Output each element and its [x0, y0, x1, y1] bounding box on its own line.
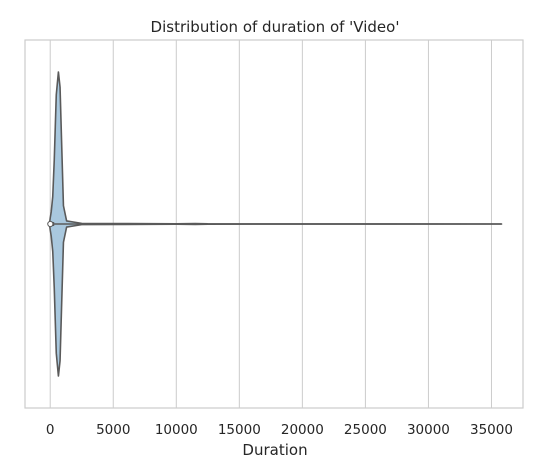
x-tick-labels: 0 5000 10000 15000 20000 25000 30000 35000	[46, 422, 513, 438]
chart-title: Distribution of duration of 'Video'	[151, 18, 400, 36]
x-tick-label: 25000	[344, 422, 387, 438]
x-tick-label: 30000	[407, 422, 450, 438]
x-tick-label: 20000	[281, 422, 324, 438]
x-tick-label: 35000	[470, 422, 513, 438]
x-axis-label: Duration	[242, 441, 307, 459]
x-tick-label: 15000	[218, 422, 261, 438]
x-tick-label: 5000	[96, 422, 130, 438]
violin-median	[47, 220, 54, 228]
x-tick-label: 10000	[155, 422, 198, 438]
x-tick-label: 0	[46, 422, 55, 438]
violin-layer	[47, 71, 503, 377]
plot-frame	[24, 39, 524, 409]
